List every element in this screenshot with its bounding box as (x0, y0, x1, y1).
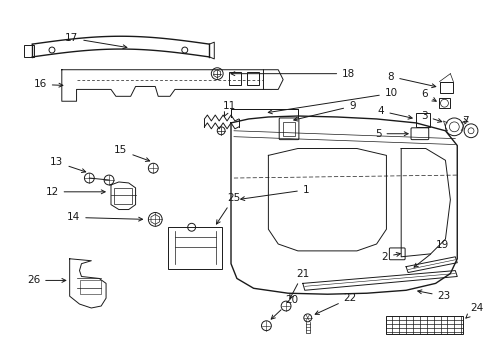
Text: 18: 18 (230, 69, 355, 79)
Text: 22: 22 (315, 293, 356, 314)
Text: 9: 9 (293, 101, 355, 121)
Text: 10: 10 (268, 88, 397, 114)
Text: 2: 2 (381, 252, 400, 262)
Text: 11: 11 (222, 101, 235, 117)
Text: 23: 23 (417, 290, 450, 301)
Text: 8: 8 (387, 72, 435, 88)
Text: 16: 16 (34, 80, 63, 90)
Text: 25: 25 (216, 193, 240, 224)
Text: 7: 7 (461, 116, 468, 126)
Text: 1: 1 (240, 185, 309, 201)
Text: 13: 13 (50, 157, 85, 172)
Text: 3: 3 (420, 111, 441, 122)
Text: 5: 5 (374, 129, 407, 139)
Text: 26: 26 (27, 275, 66, 285)
Text: 24: 24 (465, 303, 482, 318)
Text: 20: 20 (271, 295, 297, 319)
Text: 6: 6 (420, 89, 435, 101)
Text: 17: 17 (65, 33, 126, 49)
Text: 19: 19 (413, 240, 448, 267)
Text: 12: 12 (45, 187, 105, 197)
Text: 15: 15 (114, 145, 149, 161)
Text: 4: 4 (377, 106, 411, 119)
Text: 21: 21 (289, 269, 309, 299)
Text: 14: 14 (67, 212, 142, 222)
